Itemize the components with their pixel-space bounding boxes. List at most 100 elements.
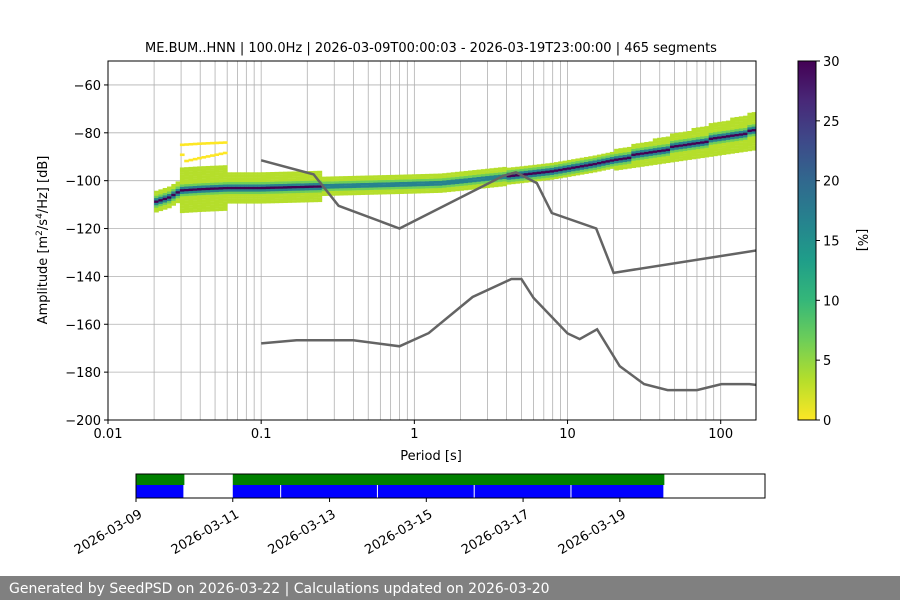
heatmap-cell xyxy=(235,184,241,187)
heatmap-cell xyxy=(222,193,228,197)
heatmap-cell xyxy=(175,193,181,196)
heatmap-cell xyxy=(566,162,572,165)
heatmap-cell xyxy=(588,158,594,162)
heatmap-cell xyxy=(265,193,271,197)
heatmap-cell xyxy=(313,180,318,184)
heatmap-cell xyxy=(541,173,546,176)
heatmap-cell xyxy=(390,182,396,185)
heatmap-cell xyxy=(356,180,361,184)
heatmap-cell xyxy=(734,124,740,127)
heatmap-cell xyxy=(678,149,684,152)
heatmap-cell xyxy=(244,196,250,199)
heatmap-cell xyxy=(459,180,465,184)
heatmap-cell xyxy=(734,131,740,134)
heatmap-cell xyxy=(270,174,275,177)
heatmap-cell xyxy=(381,189,387,193)
heatmap-cell xyxy=(489,170,495,174)
heatmap-cell xyxy=(252,174,258,178)
heatmap-cell xyxy=(304,185,310,189)
heatmap-cell xyxy=(326,183,331,187)
heatmap-cell xyxy=(687,140,692,144)
heatmap-cell xyxy=(687,145,692,148)
heatmap-cell xyxy=(605,155,611,158)
heatmap-cell xyxy=(244,177,250,180)
heatmap-cell xyxy=(545,168,551,171)
heatmap-cell xyxy=(364,177,370,181)
availability-green-segments xyxy=(136,474,665,485)
heatmap-cell xyxy=(347,180,353,184)
heatmap-cell xyxy=(657,147,662,150)
heatmap-cell xyxy=(506,182,512,185)
heatmap-cell xyxy=(330,188,336,191)
heatmap-cell xyxy=(596,161,602,165)
heatmap-cell xyxy=(175,200,181,204)
heatmap-cell xyxy=(622,159,628,163)
heatmap-cell xyxy=(188,142,194,146)
heatmap-cell xyxy=(197,190,202,193)
colorbar-tick-label: 0 xyxy=(823,414,831,429)
heatmap-cell xyxy=(154,193,159,196)
heatmap-cell xyxy=(609,156,615,160)
heatmap-cell xyxy=(192,178,198,182)
heatmap-cell xyxy=(618,167,624,170)
availability-blue-segment xyxy=(136,485,184,498)
heatmap-cell xyxy=(678,151,684,154)
heatmap-cell xyxy=(502,169,508,172)
heatmap-cell xyxy=(704,133,710,136)
heatmap-cell xyxy=(661,144,667,147)
heatmap-cell xyxy=(377,175,383,178)
heatmap-cell xyxy=(536,166,542,170)
heatmap-cell xyxy=(338,185,344,189)
heatmap-cell xyxy=(283,195,288,199)
heatmap-cell xyxy=(717,136,723,139)
heatmap-cell xyxy=(179,181,185,185)
heatmap-cell xyxy=(192,190,198,194)
heatmap-cell xyxy=(300,176,305,179)
heatmap-cell xyxy=(154,202,159,206)
heatmap-cell xyxy=(334,193,340,196)
heatmap-cell xyxy=(184,174,189,177)
heatmap-cell xyxy=(343,178,348,182)
heatmap-cell xyxy=(308,194,314,198)
heatmap-cell xyxy=(317,187,323,191)
heatmap-cell xyxy=(635,150,641,154)
heatmap-cell xyxy=(455,188,460,192)
heatmap-cell xyxy=(652,157,658,161)
heatmap-cell xyxy=(300,195,305,198)
heatmap-cell xyxy=(158,203,164,207)
heatmap-cell xyxy=(541,170,546,174)
heatmap-cell xyxy=(467,170,473,174)
x-tick-label: 0.01 xyxy=(94,427,123,442)
heatmap-cell xyxy=(175,183,181,187)
heatmap-cell xyxy=(270,181,275,185)
heatmap-cell xyxy=(480,181,486,184)
heatmap-cell xyxy=(562,160,568,164)
heatmap-cell xyxy=(541,166,546,169)
heatmap-cell xyxy=(584,166,589,170)
heatmap-cell xyxy=(429,185,434,189)
heatmap-cell xyxy=(605,159,611,163)
heatmap-cell xyxy=(498,181,503,185)
heatmap-cell xyxy=(184,179,189,182)
heatmap-cell xyxy=(184,183,189,187)
heatmap-cell xyxy=(704,145,710,148)
heatmap-cell xyxy=(184,143,189,146)
heatmap-cell xyxy=(515,176,520,179)
heatmap-cell xyxy=(721,133,727,136)
heatmap-cell xyxy=(687,135,692,139)
heatmap-cell xyxy=(381,182,387,185)
ppsd-figure: ME.BUM..HNN | 100.0Hz | 2026-03-09T00:00… xyxy=(35,41,869,558)
heatmap-cell xyxy=(210,154,215,157)
heatmap-cell xyxy=(390,177,396,180)
heatmap-cell xyxy=(283,181,288,184)
heatmap-cell xyxy=(330,183,336,187)
heatmap-cell xyxy=(369,192,374,195)
heatmap-cell xyxy=(476,183,482,187)
heatmap-cell xyxy=(403,174,409,178)
heatmap-cell xyxy=(747,131,753,135)
heatmap-cell xyxy=(257,184,262,187)
heatmap-cell xyxy=(210,204,215,207)
heatmap-cell xyxy=(265,179,271,182)
heatmap-cell xyxy=(386,191,391,195)
heatmap-cell xyxy=(184,203,189,206)
